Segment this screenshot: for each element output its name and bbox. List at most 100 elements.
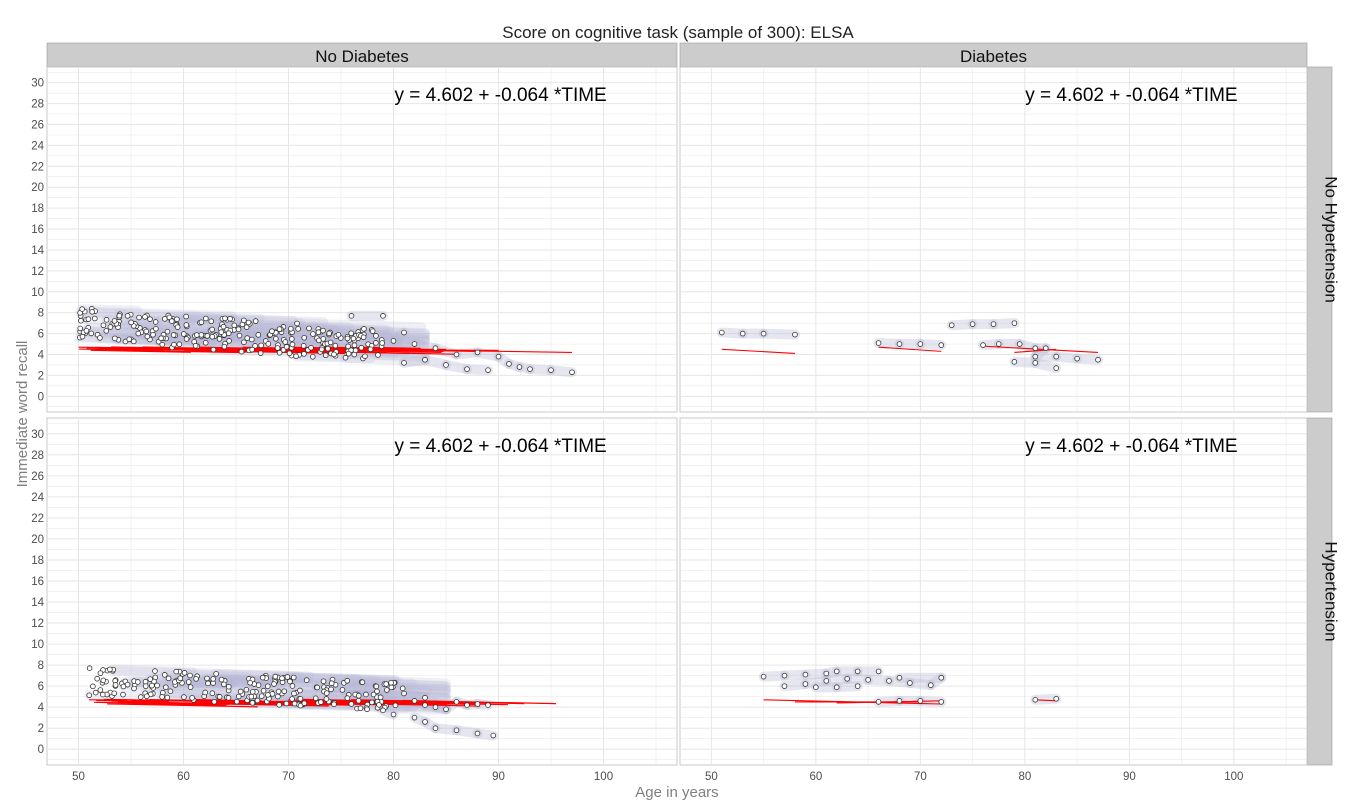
trajectory-band: [277, 677, 376, 690]
data-point: [275, 688, 282, 695]
data-point: [244, 335, 251, 341]
data-point: [527, 366, 533, 372]
data-point: [464, 366, 470, 372]
data-point: [202, 689, 209, 696]
trajectory-band: [800, 668, 832, 680]
trajectory-band: [340, 352, 430, 367]
data-point: [180, 331, 187, 337]
data-point: [317, 699, 324, 705]
trajectory-band: [758, 328, 800, 340]
data-point: [1032, 345, 1039, 352]
data-point: [193, 676, 199, 682]
data-point: [289, 336, 295, 342]
data-point: [252, 318, 259, 324]
data-point: [294, 320, 300, 327]
trajectory-band: [399, 354, 430, 368]
data-point: [297, 687, 303, 694]
data-point: [328, 680, 335, 687]
data-point: [369, 699, 375, 706]
data-point: [187, 672, 193, 679]
data-point: [111, 318, 118, 324]
data-point: [1011, 359, 1018, 365]
y-tick-label: 10: [31, 639, 44, 651]
trajectory-band: [388, 335, 420, 350]
data-point: [443, 706, 449, 713]
data-point: [1016, 341, 1023, 347]
data-point: [107, 324, 114, 330]
data-point: [380, 707, 386, 714]
y-tick-label: 16: [31, 576, 44, 588]
trajectory-band: [779, 679, 811, 692]
data-point: [198, 319, 205, 326]
data-point: [969, 321, 976, 327]
data-point: [204, 675, 210, 682]
data-point: [163, 684, 169, 691]
data-point: [97, 670, 104, 676]
trajectory-band: [107, 665, 184, 678]
data-point: [103, 328, 110, 334]
data-point: [760, 673, 767, 680]
data-point: [137, 694, 144, 700]
data-point: [301, 351, 307, 357]
trajectory-band: [1030, 357, 1062, 374]
trajectory-band: [245, 677, 330, 690]
data-point: [308, 344, 314, 351]
data-point: [1053, 695, 1059, 702]
x-axis-label: Age in years: [635, 784, 718, 801]
data-point: [128, 319, 134, 326]
trajectory-band: [157, 691, 265, 705]
data-point: [271, 681, 277, 687]
facet-panel: y = 4.602 + -0.064 *TIME: [46, 417, 678, 766]
data-point: [209, 333, 216, 340]
data-point: [323, 696, 330, 702]
data-point: [194, 332, 200, 338]
data-point: [422, 694, 428, 701]
facet-panels: No Diabetes Diabetes No Hypertension Hypert…: [31, 42, 1341, 783]
data-point: [171, 341, 177, 348]
y-tick-label: 2: [38, 370, 44, 382]
data-point: [823, 678, 830, 684]
trajectory-band: [409, 339, 441, 354]
data-point: [331, 351, 337, 358]
data-point: [235, 693, 242, 700]
data-point: [142, 314, 148, 320]
data-point: [739, 330, 746, 337]
data-point: [355, 697, 362, 704]
data-point: [980, 342, 986, 348]
data-point: [379, 340, 385, 346]
data-point: [208, 318, 215, 325]
data-point: [183, 336, 190, 342]
data-point: [422, 356, 428, 363]
data-point: [295, 326, 301, 332]
trajectory-band: [462, 364, 493, 376]
data-point: [506, 361, 512, 367]
data-point: [390, 711, 397, 718]
data-point: [300, 343, 307, 349]
fit-line: [111, 346, 224, 350]
fit-line: [126, 702, 227, 706]
trajectory-band: [370, 681, 451, 695]
data-point: [896, 341, 903, 347]
y-tick-label: 26: [31, 120, 44, 132]
trajectory-band: [1051, 351, 1083, 364]
y-tick-label: 10: [31, 287, 44, 299]
fit-line: [983, 345, 1099, 353]
data-point: [1042, 345, 1049, 352]
trajectory-band: [153, 336, 215, 349]
data-point: [249, 689, 256, 695]
data-point: [344, 695, 351, 701]
data-point: [348, 330, 355, 337]
data-point: [289, 696, 295, 702]
data-point: [103, 317, 110, 323]
data-point: [236, 332, 243, 339]
data-point: [291, 700, 298, 707]
data-point: [315, 329, 322, 336]
data-point: [350, 335, 357, 342]
data-point: [474, 730, 481, 737]
row-strip-label: Hypertension: [1322, 541, 1341, 641]
y-tick-label: 4: [38, 350, 45, 362]
data-point: [150, 331, 156, 338]
data-point: [213, 671, 219, 677]
data-point: [1011, 320, 1018, 326]
data-point: [516, 364, 523, 370]
